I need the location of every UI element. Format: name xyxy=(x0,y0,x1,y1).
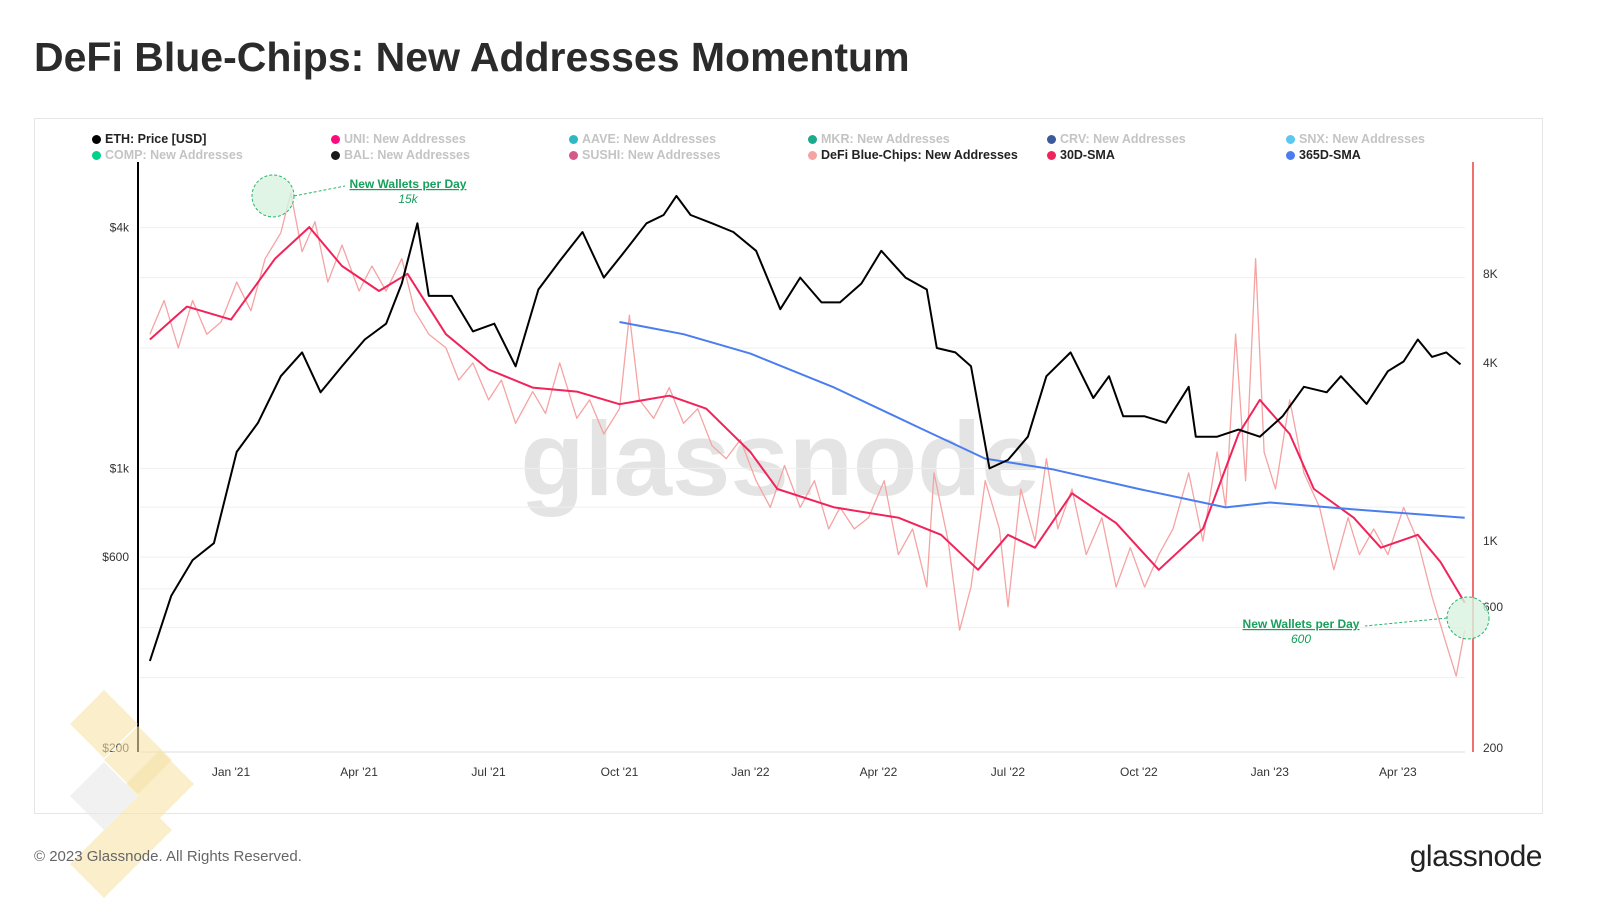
y-left-tick-label: $1k xyxy=(110,461,130,475)
y-right-tick-label: 8K xyxy=(1483,267,1498,281)
annotation-title: New Wallets per Day xyxy=(350,177,467,191)
chart-frame xyxy=(34,118,1543,814)
y-right-tick-label: 4K xyxy=(1483,356,1498,370)
legend-label: COMP: New Addresses xyxy=(105,148,243,162)
glassnode-logo: glassnode xyxy=(1409,840,1543,873)
legend-item[interactable]: SNX: New Addresses xyxy=(1286,132,1425,146)
x-tick-label: Apr '22 xyxy=(860,765,898,779)
legend-dot-icon xyxy=(1286,134,1295,144)
x-tick-label: Apr '23 xyxy=(1379,765,1417,779)
legend-item[interactable]: MKR: New Addresses xyxy=(808,132,950,146)
legend-dot-icon xyxy=(808,150,817,160)
copyright: © 2023 Glassnode. All Rights Reserved. xyxy=(34,848,302,865)
annotation-title: New Wallets per Day xyxy=(1243,617,1360,631)
series-30d-sma xyxy=(149,226,1466,604)
y-left-tick-label: $600 xyxy=(102,550,129,564)
legend-item[interactable]: COMP: New Addresses xyxy=(92,148,243,162)
legend-dot-icon xyxy=(569,150,578,160)
legend-label: ETH: Price [USD] xyxy=(105,132,207,146)
x-tick-label: Oct '21 xyxy=(601,765,639,779)
legend-item[interactable]: DeFi Blue-Chips: New Addresses xyxy=(808,148,1018,162)
legend-item[interactable]: SUSHI: New Addresses xyxy=(569,148,720,162)
x-tick-label: Jul '22 xyxy=(991,765,1026,779)
y-left-tick-label: $4k xyxy=(110,221,130,235)
legend-label: 365D-SMA xyxy=(1299,148,1361,162)
annotation-value: 15k xyxy=(398,192,418,206)
legend-dot-icon xyxy=(92,150,101,160)
x-tick-label: Apr '21 xyxy=(340,765,378,779)
x-tick-label: Jan '23 xyxy=(1251,765,1290,779)
legend-dot-icon xyxy=(1286,150,1295,160)
legend-label: SUSHI: New Addresses xyxy=(582,148,721,162)
series-eth-price-usd- xyxy=(148,194,1462,662)
legend-item[interactable]: AAVE: New Addresses xyxy=(569,132,716,146)
y-right-tick-label: 200 xyxy=(1483,741,1503,755)
x-tick-label: Jan '21 xyxy=(212,765,251,779)
legend-label: MKR: New Addresses xyxy=(821,132,950,146)
legend-label: BAL: New Addresses xyxy=(344,148,470,162)
legend-item[interactable]: 365D-SMA xyxy=(1286,148,1361,162)
y-right-tick-label: 1K xyxy=(1483,534,1498,548)
legend-dot-icon xyxy=(808,134,817,144)
legend-item[interactable]: 30D-SMA xyxy=(1047,148,1115,162)
legend-item[interactable]: ETH: Price [USD] xyxy=(92,132,206,146)
legend-label: AAVE: New Addresses xyxy=(582,132,717,146)
y-right-tick-label: 600 xyxy=(1483,600,1503,614)
legend-label: SNX: New Addresses xyxy=(1299,132,1425,146)
legend-dot-icon xyxy=(331,150,340,160)
annotation-value: 600 xyxy=(1291,632,1311,646)
legend-item[interactable]: BAL: New Addresses xyxy=(331,148,470,162)
series-365d-sma xyxy=(619,321,1465,519)
legend-label: 30D-SMA xyxy=(1060,148,1115,162)
legend-dot-icon xyxy=(569,134,578,144)
x-tick-label: Jan '22 xyxy=(731,765,770,779)
legend-label: UNI: New Addresses xyxy=(344,132,466,146)
page-title: DeFi Blue-Chips: New Addresses Momentum xyxy=(34,34,910,80)
legend-item[interactable]: CRV: New Addresses xyxy=(1047,132,1186,146)
legend-dot-icon xyxy=(92,134,101,144)
legend-label: DeFi Blue-Chips: New Addresses xyxy=(821,148,1018,162)
legend-dot-icon xyxy=(331,134,340,144)
annotation-leader xyxy=(1364,617,1448,627)
annotation-marker xyxy=(1446,596,1490,640)
annotation-marker xyxy=(251,174,295,218)
legend-dot-icon xyxy=(1047,150,1056,160)
x-tick-label: Jul '21 xyxy=(471,765,506,779)
legend-dot-icon xyxy=(1047,134,1056,144)
x-tick-label: Oct '22 xyxy=(1120,765,1158,779)
annotation-leader xyxy=(293,185,346,197)
legend-item[interactable]: UNI: New Addresses xyxy=(331,132,466,146)
legend-label: CRV: New Addresses xyxy=(1060,132,1186,146)
watermark: glassnode xyxy=(520,401,1039,518)
series-defi-blue-chips-new-addresses xyxy=(149,192,1466,677)
